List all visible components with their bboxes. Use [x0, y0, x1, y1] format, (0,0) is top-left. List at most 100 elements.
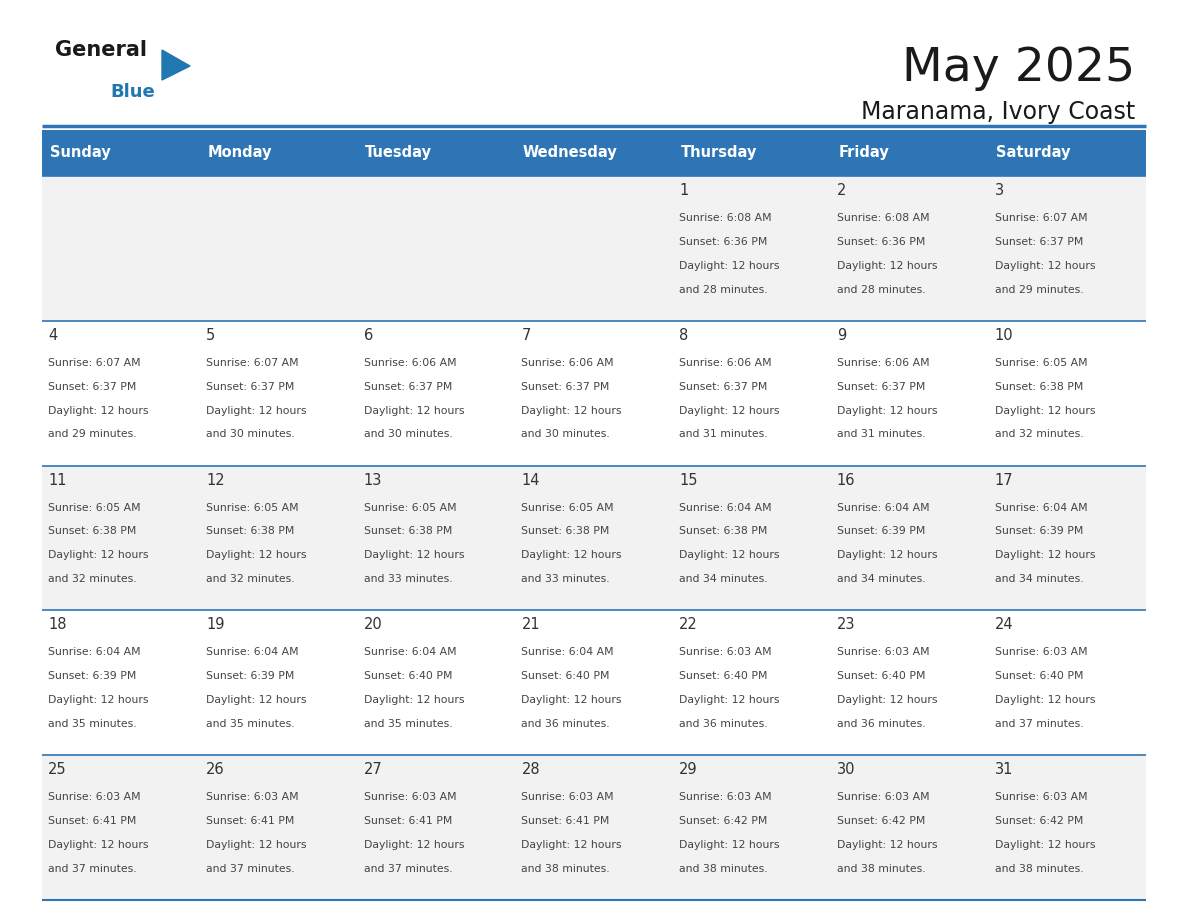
Text: Sunrise: 6:03 AM: Sunrise: 6:03 AM	[49, 792, 141, 802]
Text: and 31 minutes.: and 31 minutes.	[836, 430, 925, 440]
Text: Sunrise: 6:03 AM: Sunrise: 6:03 AM	[994, 792, 1087, 802]
Text: Maranama, Ivory Coast: Maranama, Ivory Coast	[861, 100, 1135, 124]
Text: Sunrise: 6:06 AM: Sunrise: 6:06 AM	[522, 358, 614, 368]
Text: and 30 minutes.: and 30 minutes.	[364, 430, 453, 440]
Bar	[516, 610, 672, 756]
Bar	[516, 176, 672, 320]
Text: Sunrise: 6:04 AM: Sunrise: 6:04 AM	[49, 647, 141, 657]
Text: and 34 minutes.: and 34 minutes.	[836, 575, 925, 584]
Text: 16: 16	[836, 473, 855, 487]
Bar	[200, 320, 358, 465]
Text: Sunrise: 6:08 AM: Sunrise: 6:08 AM	[836, 213, 929, 223]
Text: Sunset: 6:37 PM: Sunset: 6:37 PM	[49, 382, 137, 392]
Text: Daylight: 12 hours: Daylight: 12 hours	[994, 551, 1095, 560]
Text: Saturday: Saturday	[997, 145, 1070, 161]
Bar	[200, 130, 358, 176]
Bar	[358, 610, 516, 756]
Text: Daylight: 12 hours: Daylight: 12 hours	[994, 261, 1095, 271]
Text: Sunset: 6:41 PM: Sunset: 6:41 PM	[49, 816, 137, 826]
Text: Sunset: 6:37 PM: Sunset: 6:37 PM	[836, 382, 925, 392]
Text: and 35 minutes.: and 35 minutes.	[49, 719, 137, 729]
Text: Sunset: 6:37 PM: Sunset: 6:37 PM	[994, 237, 1083, 247]
Text: Sunset: 6:40 PM: Sunset: 6:40 PM	[680, 671, 767, 681]
Text: 22: 22	[680, 618, 697, 633]
Text: Sunset: 6:41 PM: Sunset: 6:41 PM	[522, 816, 609, 826]
Text: Sunrise: 6:05 AM: Sunrise: 6:05 AM	[49, 502, 141, 512]
Text: Sunset: 6:37 PM: Sunset: 6:37 PM	[522, 382, 609, 392]
Text: Daylight: 12 hours: Daylight: 12 hours	[836, 840, 937, 850]
Bar	[42, 130, 200, 176]
Text: Sunrise: 6:04 AM: Sunrise: 6:04 AM	[836, 502, 929, 512]
Text: 9: 9	[836, 328, 846, 342]
Text: Daylight: 12 hours: Daylight: 12 hours	[680, 406, 779, 416]
Text: Sunset: 6:36 PM: Sunset: 6:36 PM	[836, 237, 925, 247]
Text: and 38 minutes.: and 38 minutes.	[836, 864, 925, 874]
Text: Sunrise: 6:04 AM: Sunrise: 6:04 AM	[680, 502, 772, 512]
Bar	[988, 320, 1146, 465]
Bar	[516, 465, 672, 610]
Text: 19: 19	[206, 618, 225, 633]
Text: 2: 2	[836, 183, 846, 198]
Text: Daylight: 12 hours: Daylight: 12 hours	[836, 551, 937, 560]
Bar	[672, 610, 830, 756]
Text: 7: 7	[522, 328, 531, 342]
Bar	[988, 176, 1146, 320]
Bar	[200, 610, 358, 756]
Text: Daylight: 12 hours: Daylight: 12 hours	[680, 695, 779, 705]
Text: 17: 17	[994, 473, 1013, 487]
Text: Thursday: Thursday	[681, 145, 757, 161]
Text: Sunset: 6:40 PM: Sunset: 6:40 PM	[364, 671, 453, 681]
Text: 11: 11	[49, 473, 67, 487]
Text: Tuesday: Tuesday	[366, 145, 432, 161]
Text: 31: 31	[994, 762, 1013, 778]
Text: Daylight: 12 hours: Daylight: 12 hours	[680, 840, 779, 850]
Text: Sunday: Sunday	[50, 145, 110, 161]
Text: Monday: Monday	[208, 145, 272, 161]
Text: Sunset: 6:40 PM: Sunset: 6:40 PM	[522, 671, 609, 681]
Text: and 28 minutes.: and 28 minutes.	[680, 285, 767, 295]
Text: Daylight: 12 hours: Daylight: 12 hours	[49, 695, 148, 705]
Text: 10: 10	[994, 328, 1013, 342]
Bar	[672, 465, 830, 610]
Text: Sunrise: 6:07 AM: Sunrise: 6:07 AM	[994, 213, 1087, 223]
Text: Sunrise: 6:05 AM: Sunrise: 6:05 AM	[522, 502, 614, 512]
Text: and 32 minutes.: and 32 minutes.	[206, 575, 295, 584]
Text: 8: 8	[680, 328, 688, 342]
Text: Sunset: 6:38 PM: Sunset: 6:38 PM	[364, 527, 453, 536]
Bar	[672, 756, 830, 900]
Text: May 2025: May 2025	[902, 46, 1135, 91]
Bar	[42, 756, 200, 900]
Text: Sunset: 6:38 PM: Sunset: 6:38 PM	[680, 527, 767, 536]
Text: and 38 minutes.: and 38 minutes.	[994, 864, 1083, 874]
Text: and 36 minutes.: and 36 minutes.	[680, 719, 767, 729]
Text: Sunrise: 6:04 AM: Sunrise: 6:04 AM	[206, 647, 298, 657]
Text: Sunset: 6:38 PM: Sunset: 6:38 PM	[522, 527, 609, 536]
Text: Sunset: 6:37 PM: Sunset: 6:37 PM	[206, 382, 295, 392]
Text: Sunset: 6:41 PM: Sunset: 6:41 PM	[364, 816, 453, 826]
Text: 4: 4	[49, 328, 57, 342]
Bar	[988, 756, 1146, 900]
Bar	[830, 465, 988, 610]
Bar	[672, 176, 830, 320]
Bar	[988, 465, 1146, 610]
Text: Daylight: 12 hours: Daylight: 12 hours	[522, 695, 623, 705]
Text: General: General	[55, 40, 147, 60]
Text: Daylight: 12 hours: Daylight: 12 hours	[836, 261, 937, 271]
Text: and 32 minutes.: and 32 minutes.	[994, 430, 1083, 440]
Bar	[200, 756, 358, 900]
Text: and 36 minutes.: and 36 minutes.	[836, 719, 925, 729]
Text: Sunrise: 6:07 AM: Sunrise: 6:07 AM	[206, 358, 298, 368]
Text: 24: 24	[994, 618, 1013, 633]
Text: 20: 20	[364, 618, 383, 633]
Text: 3: 3	[994, 183, 1004, 198]
Text: Sunrise: 6:03 AM: Sunrise: 6:03 AM	[206, 792, 298, 802]
Text: Daylight: 12 hours: Daylight: 12 hours	[680, 551, 779, 560]
Text: 30: 30	[836, 762, 855, 778]
Text: Daylight: 12 hours: Daylight: 12 hours	[522, 840, 623, 850]
Text: Sunset: 6:39 PM: Sunset: 6:39 PM	[206, 671, 295, 681]
Bar	[358, 465, 516, 610]
Text: 29: 29	[680, 762, 697, 778]
Bar	[830, 610, 988, 756]
Text: Sunset: 6:41 PM: Sunset: 6:41 PM	[206, 816, 295, 826]
Text: Sunset: 6:39 PM: Sunset: 6:39 PM	[49, 671, 137, 681]
